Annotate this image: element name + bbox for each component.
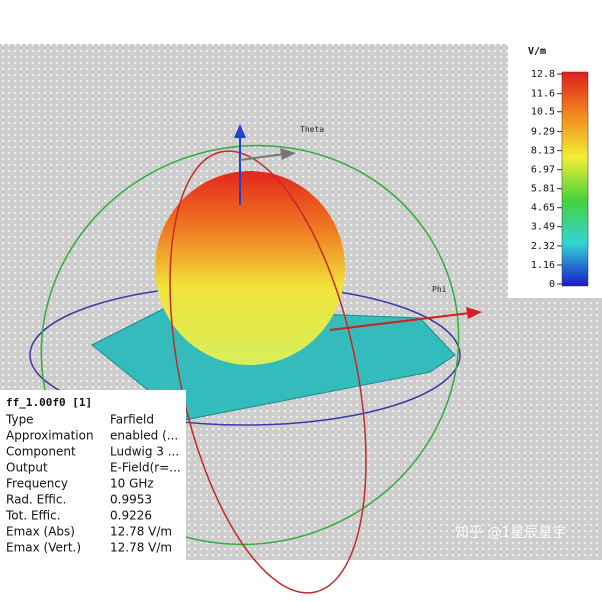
info-value: enabled (...	[110, 429, 178, 443]
colorbar-tick-label: 0	[549, 279, 555, 290]
phi-label: Phi	[432, 285, 447, 294]
colorbar-tick-label: 5.81	[531, 184, 555, 195]
z-arrow	[234, 124, 246, 138]
info-key: Frequency	[6, 477, 68, 491]
info-key: Component	[6, 445, 76, 459]
info-rows: Type Farfield Approximation enabled (... Com…	[5, 413, 181, 555]
x-arrow	[466, 307, 482, 319]
info-key: Emax (Abs)	[6, 525, 75, 539]
colorbar-unit: V/m	[528, 46, 546, 57]
info-key: Output	[6, 461, 48, 475]
info-key: Type	[5, 413, 34, 427]
info-value: E-Field(r=...	[110, 461, 181, 475]
colorbar-tick-label: 11.6	[531, 89, 555, 100]
info-value: 12.78 V/m	[110, 541, 172, 555]
info-title: ff_1.00f0 [1]	[6, 396, 92, 409]
info-value: 0.9953	[110, 493, 152, 507]
info-key: Emax (Vert.)	[6, 541, 81, 555]
info-value: Ludwig 3 ...	[110, 445, 179, 459]
info-panel	[0, 390, 186, 560]
colorbar-tick-label: 2.32	[531, 241, 555, 252]
colorbar-tick-label: 6.97	[531, 165, 555, 176]
info-key: Tot. Effic.	[5, 509, 61, 523]
info-value: Farfield	[110, 413, 154, 427]
info-key: Approximation	[6, 429, 94, 443]
theta-label: Theta	[300, 125, 324, 134]
watermark: 知乎 @1星辰星宇	[455, 524, 566, 541]
theta-arrow	[280, 148, 296, 160]
colorbar-tick-label: 9.29	[531, 127, 555, 138]
colorbar-ticks: 12.8 11.6 10.5 9.29 8.13 6.97 5.81 4.65 3.49 2.32…	[531, 69, 562, 290]
theta-axis	[239, 153, 285, 161]
colorbar-tick-label: 3.49	[531, 222, 555, 233]
farfield-pattern	[155, 171, 345, 365]
info-value: 12.78 V/m	[110, 525, 172, 539]
x-axis	[329, 312, 471, 331]
colorbar-tick-label: 10.5	[531, 107, 555, 118]
colorbar-tick-label: 1.16	[531, 260, 555, 271]
colorbar	[561, 71, 589, 287]
info-value: 0.9226	[110, 509, 152, 523]
colorbar-tick-label: 8.13	[531, 146, 555, 157]
colorbar-tick-label: 12.8	[531, 69, 555, 80]
info-key: Rad. Effic.	[6, 493, 66, 507]
info-value: 10 GHz	[110, 477, 154, 491]
colorbar-tick-label: 4.65	[531, 203, 555, 214]
